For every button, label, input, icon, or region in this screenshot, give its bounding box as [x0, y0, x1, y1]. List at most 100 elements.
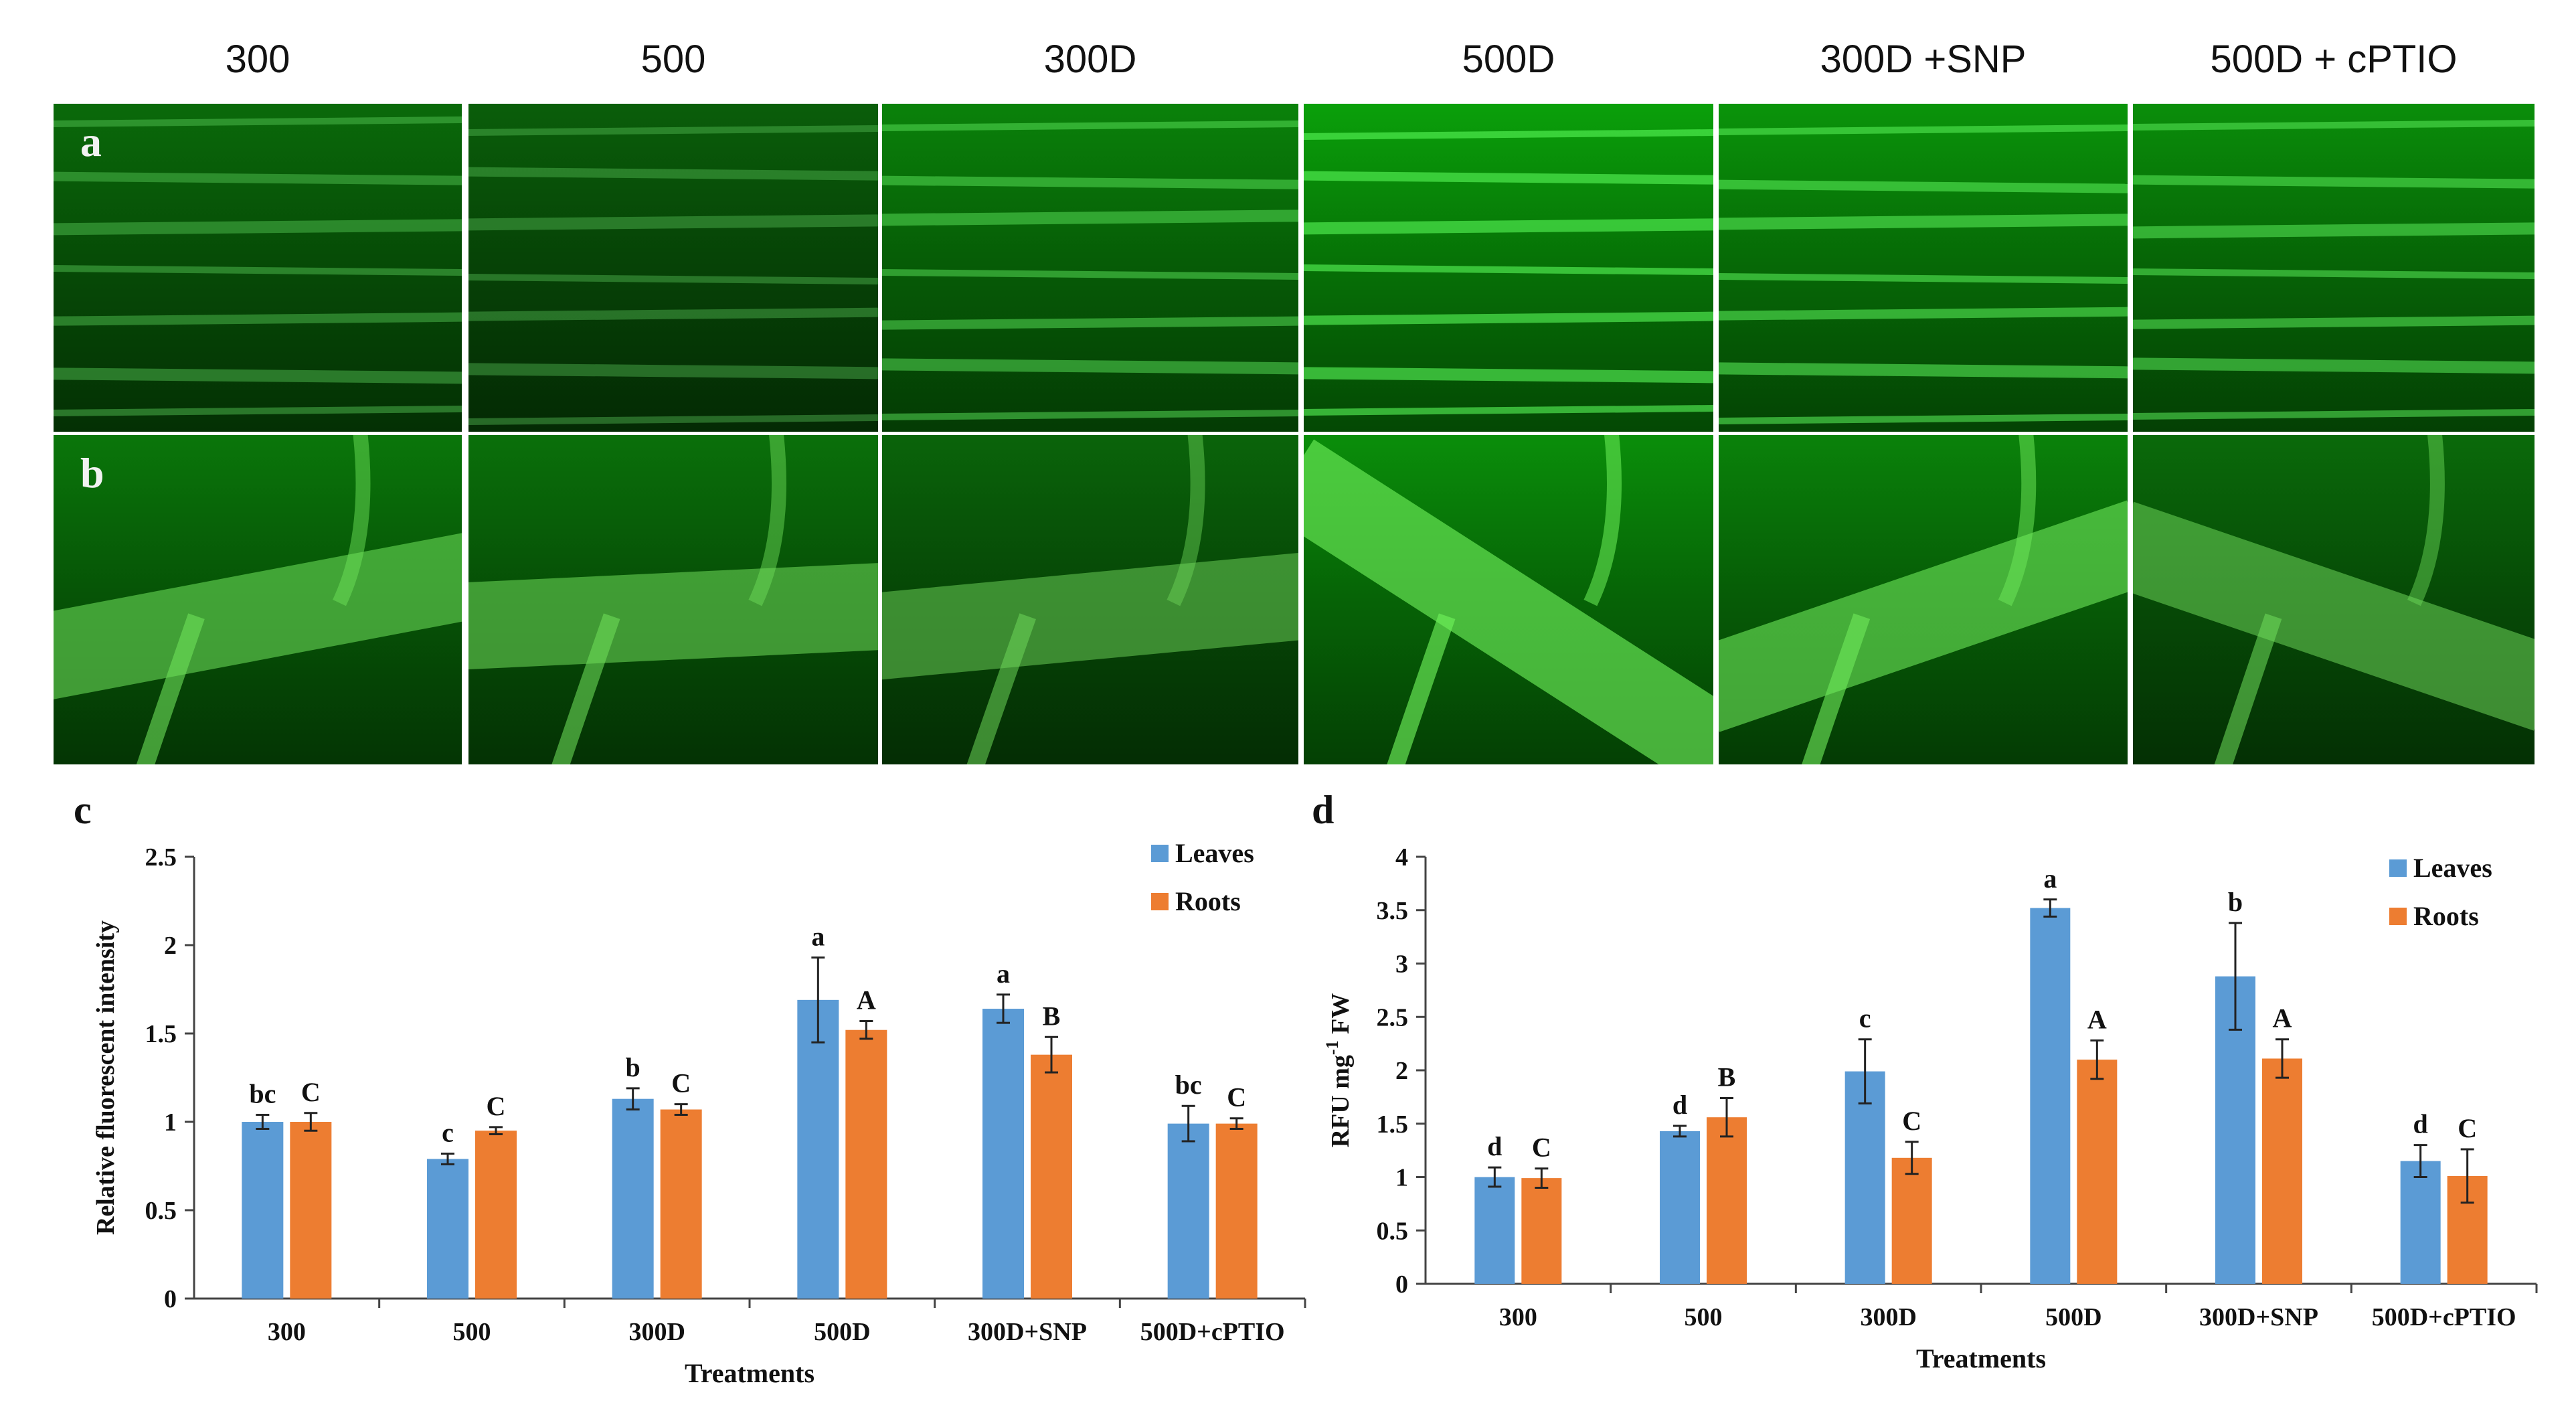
y-tick-label: 0.5 [1377, 1217, 1409, 1245]
significance-letter: C [301, 1077, 321, 1107]
significance-letter: b [626, 1052, 640, 1082]
leaves-bar [982, 1009, 1024, 1299]
y-tick-label: 2 [164, 932, 177, 960]
y-tick-label: 2 [1395, 1057, 1408, 1085]
root-micrograph [1304, 435, 1713, 764]
significance-letter: C [487, 1091, 506, 1121]
leaves-bar [1660, 1131, 1700, 1284]
significance-letter: d [1487, 1131, 1502, 1161]
x-tick-label: 300D+SNP [968, 1318, 1087, 1346]
significance-letter: bc [249, 1078, 276, 1108]
leaves-bar [2030, 908, 2071, 1284]
roots-bar [845, 1029, 887, 1299]
significance-letter: B [1043, 1001, 1061, 1031]
leaves-bar [612, 1098, 654, 1299]
column-label: 500D + cPTIO [2210, 37, 2458, 81]
significance-letter: A [2273, 1003, 2292, 1033]
legend-entry: Roots [1175, 886, 1241, 916]
significance-letter: a [2043, 863, 2057, 894]
significance-letter: C [1902, 1106, 1921, 1136]
significance-letter: c [442, 1118, 454, 1148]
legend-swatch [2389, 859, 2407, 877]
roots-bar [1891, 1157, 1932, 1284]
roots-bar [2077, 1060, 2118, 1284]
leaf-micrograph [2133, 104, 2535, 432]
panel-letter: d [1312, 788, 1334, 832]
roots-bar [290, 1122, 332, 1299]
y-tick-label: 1 [1395, 1164, 1408, 1192]
roots-bar [660, 1109, 702, 1299]
x-axis-label: Treatments [1916, 1343, 2046, 1374]
roots-bar [475, 1131, 517, 1299]
leaves-bar [797, 999, 839, 1299]
leaves-bar [1167, 1123, 1209, 1299]
panel-letter: c [74, 788, 92, 832]
legend-swatch [1151, 845, 1169, 862]
x-tick-label: 300D [628, 1318, 685, 1346]
leaf-micrograph [54, 104, 462, 432]
root-micrograph [882, 435, 1298, 764]
y-axis-label: RFU mg-1 FW [1322, 993, 1355, 1148]
significance-letter: a [997, 959, 1010, 989]
significance-letter: C [1227, 1082, 1246, 1112]
x-tick-label: 500D+cPTIO [2372, 1303, 2516, 1331]
significance-letter: c [1859, 1003, 1871, 1033]
leaves-bar [1844, 1071, 1885, 1284]
y-tick-label: 1 [164, 1108, 177, 1137]
leaf-micrograph [468, 104, 878, 432]
significance-letter: A [857, 985, 876, 1015]
y-tick-label: 2.5 [145, 843, 177, 872]
significance-letter: B [1718, 1062, 1736, 1092]
root-micrograph [54, 435, 462, 764]
column-label: 500 [640, 37, 706, 81]
leaves-bar [1474, 1177, 1515, 1284]
chart-d: d 0 0.5 1 1.5 2 2.5 3 3.5 4 300 d C 500 d B 300D c C 500D a A… [1292, 783, 2563, 1406]
x-tick-label: 300 [1499, 1303, 1537, 1331]
significance-letter: d [2413, 1109, 2428, 1139]
y-tick-label: 0 [164, 1285, 177, 1313]
roots-bar [1521, 1178, 1562, 1284]
leaf-micrograph [882, 104, 1298, 432]
significance-letter: d [1672, 1090, 1687, 1120]
significance-letter: C [671, 1068, 691, 1098]
x-tick-label: 300D [1860, 1303, 1916, 1331]
legend-entry: Roots [2413, 901, 2479, 931]
x-tick-label: 500D [814, 1318, 870, 1346]
x-tick-label: 500 [453, 1318, 491, 1346]
x-tick-label: 500 [1685, 1303, 1723, 1331]
chart-c: c 0 0.5 1 1.5 2 2.5 300 bc C 500 c C 300D b C 500D a A 300D… [54, 783, 1312, 1406]
y-tick-label: 1.5 [145, 1020, 177, 1048]
root-micrograph [2133, 435, 2535, 764]
legend-swatch [2389, 908, 2407, 925]
column-label: 300D [1043, 37, 1137, 81]
significance-letter: A [2087, 1004, 2107, 1034]
x-tick-label: 300 [268, 1318, 306, 1346]
significance-letter: bc [1175, 1070, 1202, 1100]
y-tick-label: 0 [1395, 1270, 1408, 1299]
legend-swatch [1151, 893, 1169, 910]
roots-bar [1707, 1117, 1747, 1284]
y-tick-label: 2.5 [1377, 1003, 1409, 1031]
roots-bar [2262, 1058, 2302, 1284]
roots-bar [1215, 1123, 1258, 1299]
legend-entry: Leaves [2413, 853, 2492, 883]
x-axis-label: Treatments [685, 1358, 814, 1388]
significance-letter: a [811, 921, 825, 951]
chart-c-svg: c 0 0.5 1 1.5 2 2.5 300 bc C 500 c C 300D b C 500D a A 300D… [74, 788, 1306, 1388]
leaf-micrograph [1304, 104, 1713, 432]
leaves-bar [242, 1122, 284, 1299]
significance-letter: C [2458, 1113, 2477, 1143]
panel-letter: a [80, 118, 102, 165]
y-tick-label: 3.5 [1377, 897, 1409, 925]
roots-bar [1031, 1054, 1072, 1299]
y-tick-label: 0.5 [145, 1197, 177, 1225]
panel-letter: b [80, 449, 104, 497]
x-tick-label: 500D+cPTIO [1140, 1318, 1285, 1346]
y-tick-label: 1.5 [1377, 1110, 1409, 1139]
root-micrograph [1719, 435, 2128, 764]
column-label: 300D +SNP [1820, 37, 2027, 81]
significance-letter: C [1532, 1133, 1551, 1163]
y-tick-label: 3 [1395, 950, 1408, 979]
x-tick-label: 300D+SNP [2199, 1303, 2318, 1331]
